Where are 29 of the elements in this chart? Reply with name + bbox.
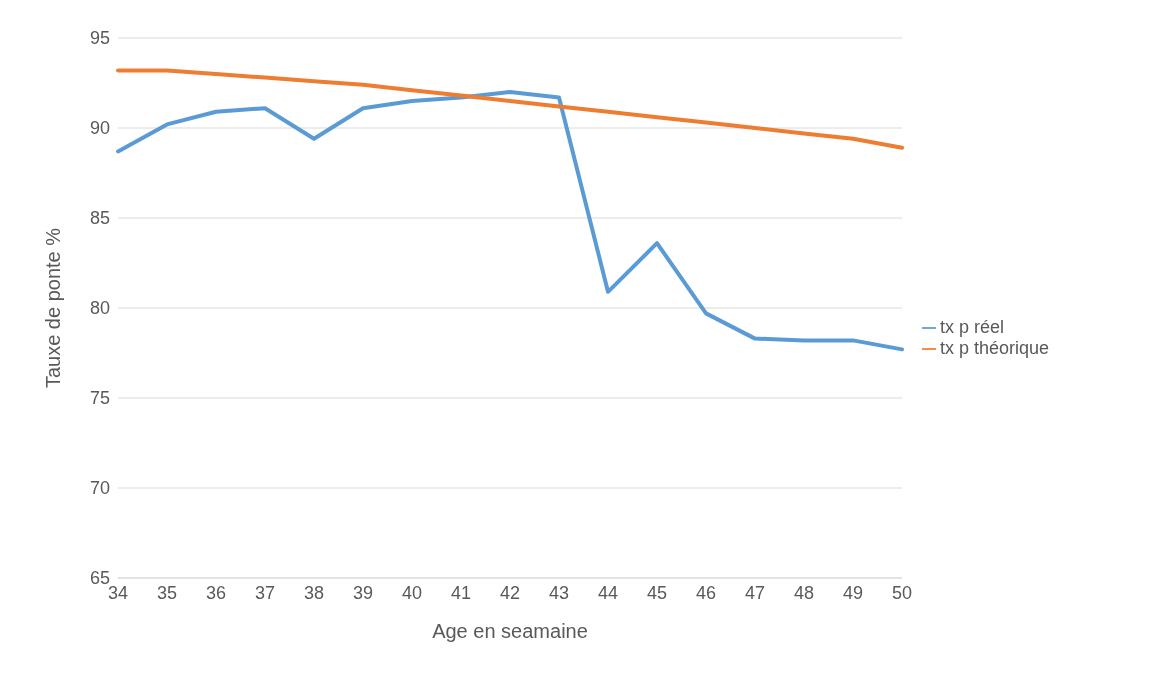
y-tick-label: 80 (89, 298, 110, 319)
x-tick-label: 39 (352, 582, 374, 603)
x-tick-label: 42 (499, 582, 521, 603)
x-tick-label: 46 (695, 582, 717, 603)
x-axis-title: Age en seamaine (432, 620, 588, 642)
y-tick-label: 95 (89, 28, 110, 49)
x-tick-label: 37 (254, 582, 276, 603)
x-tick-label: 38 (303, 582, 325, 603)
y-tick-label: 75 (89, 388, 110, 409)
x-tick-label: 43 (548, 582, 570, 603)
x-tick-label: 45 (646, 582, 668, 603)
x-tick-label: 41 (450, 582, 472, 603)
x-tick-label: 50 (891, 582, 913, 603)
x-tick-label: 49 (842, 582, 864, 603)
y-tick-label: 70 (89, 478, 110, 499)
x-tick-label: 35 (156, 582, 178, 603)
y-tick-label: 85 (89, 208, 110, 229)
x-tick-label: 36 (205, 582, 227, 603)
x-tick-label: 48 (793, 582, 815, 603)
x-tick-label: 40 (401, 582, 423, 603)
legend-label: tx p réel (940, 317, 1005, 337)
line-series (116, 68, 904, 150)
x-tick-label: 47 (744, 582, 766, 603)
x-tick-label: 44 (597, 582, 619, 603)
line-series (116, 90, 904, 352)
y-axis-title: Tauxe de ponte % (42, 227, 65, 389)
y-tick-label: 90 (89, 118, 110, 139)
y-tick-label: 65 (89, 568, 110, 589)
legend-label: tx p théorique (940, 338, 1050, 358)
